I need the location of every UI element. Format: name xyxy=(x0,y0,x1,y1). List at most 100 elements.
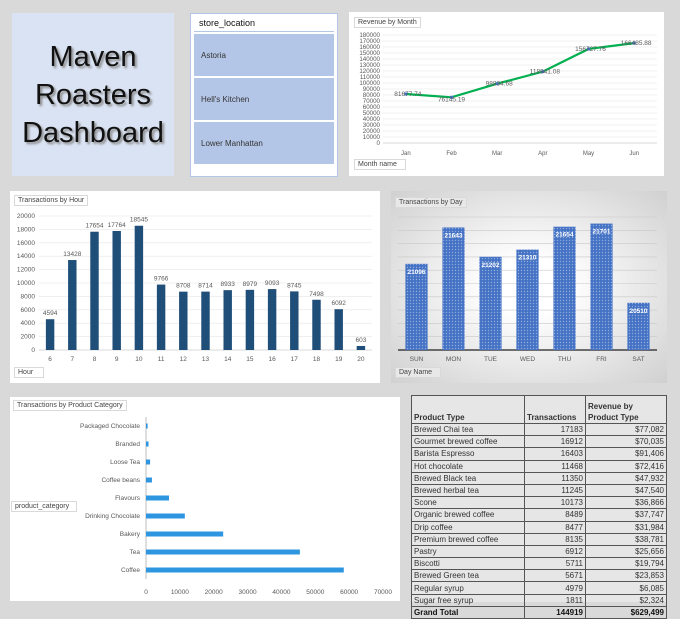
x-tick-label: 40000 xyxy=(272,589,290,596)
x-tick-label: Mar xyxy=(492,151,502,157)
y-tick-label: 50000 xyxy=(363,110,381,117)
x-tick-label: 7 xyxy=(70,356,74,363)
y-tick-label: 40000 xyxy=(363,116,381,123)
x-tick-label: 10000 xyxy=(171,589,189,596)
data-label: 8933 xyxy=(220,281,235,288)
product-category-field-button[interactable]: product_category xyxy=(11,501,77,512)
data-label: 21202 xyxy=(481,262,499,269)
transactions-by-category-chart: Transactions by Product Category 0 10000 2… xyxy=(10,397,400,601)
x-tick-label: 0 xyxy=(144,589,148,596)
data-label: 6092 xyxy=(331,300,346,307)
x-tick-label: SAT xyxy=(632,356,644,363)
table-row: Drip coffee 8477 $31,984 xyxy=(411,520,667,534)
dashboard-title: Maven Roasters Dashboard xyxy=(22,40,164,149)
x-tick-label: 20000 xyxy=(205,589,223,596)
cell-revenue: $38,781 xyxy=(585,532,667,546)
table-row: Sugar free syrup 1811 $2,324 xyxy=(411,593,667,607)
y-tick-label: Bakery xyxy=(120,531,141,538)
y-tick-label: Loose Tea xyxy=(110,459,140,466)
table-row: Premium brewed coffee 8135 $38,781 xyxy=(411,532,667,546)
y-tick-label: 160000 xyxy=(359,44,380,51)
chart-title: Transactions by Day xyxy=(395,197,467,208)
bar-Branded xyxy=(146,441,149,447)
data-label: 17764 xyxy=(108,222,126,229)
cell-transactions: 16403 xyxy=(524,447,586,461)
cell-product-type: Grand Total xyxy=(411,605,525,619)
data-label: 166485.88 xyxy=(621,40,652,47)
y-tick-label: 10000 xyxy=(17,280,35,287)
cell-transactions: 10173 xyxy=(524,496,586,510)
cell-transactions: 11468 xyxy=(524,459,586,473)
x-tick-label: 8 xyxy=(93,356,97,363)
data-label: 20510 xyxy=(629,308,647,315)
bar-9 xyxy=(112,230,121,350)
x-tick-label: May xyxy=(583,151,594,157)
bar-11 xyxy=(156,284,166,350)
table-row: Scone 10173 $36,866 xyxy=(411,496,667,510)
cell-transactions: 17183 xyxy=(524,422,586,437)
y-tick-label: 18000 xyxy=(17,226,35,233)
data-point xyxy=(632,41,636,45)
cell-transactions: 5671 xyxy=(524,569,586,583)
cell-transactions: 16912 xyxy=(524,435,586,449)
x-tick-label: Jun xyxy=(629,151,639,157)
y-tick-label: Packaged Chocolate xyxy=(80,423,140,430)
data-label: 9766 xyxy=(154,276,169,283)
y-tick-label: 20000 xyxy=(363,128,381,135)
day-name-field-button[interactable]: Day Name xyxy=(395,367,441,378)
x-tick-label: 18 xyxy=(313,356,321,363)
x-tick-label: 16 xyxy=(268,356,276,363)
bar-18 xyxy=(312,299,321,350)
y-tick-label: Branded xyxy=(115,441,140,448)
data-label: 9093 xyxy=(265,280,280,287)
y-tick-label: 20000 xyxy=(17,213,35,220)
bar-Bakery xyxy=(146,531,224,537)
hour-field-button[interactable]: Hour xyxy=(14,367,44,378)
slicer-item-astoria[interactable]: Astoria xyxy=(194,34,334,76)
slicer-item-hells-kitchen[interactable]: Hell's Kitchen xyxy=(194,78,334,120)
month-name-field-button[interactable]: Month name xyxy=(354,159,406,170)
cell-revenue: $6,085 xyxy=(585,581,667,595)
bar-TUE xyxy=(479,256,502,350)
table-row: Brewed Black tea 11350 $47,932 xyxy=(411,471,667,485)
cell-transactions: 4979 xyxy=(524,581,586,595)
data-point xyxy=(495,82,499,86)
x-tick-label: 11 xyxy=(158,356,165,363)
x-tick-label: TUE xyxy=(484,356,498,363)
cell-product-type: Gourmet brewed coffee xyxy=(411,435,525,449)
x-tick-label: 6 xyxy=(48,356,52,363)
cell-revenue: $37,747 xyxy=(585,508,667,522)
x-tick-label: 14 xyxy=(224,356,232,363)
data-label: 7498 xyxy=(309,291,324,298)
x-tick-label: 70000 xyxy=(374,589,392,596)
grand-total-row: Grand Total 144919 $629,499 xyxy=(411,605,667,619)
dashboard-title-box: Maven Roasters Dashboard xyxy=(12,13,174,176)
y-tick-label: 12000 xyxy=(17,267,35,274)
data-label: 21654 xyxy=(555,232,573,239)
cell-product-type: Biscotti xyxy=(411,557,525,571)
slicer-item-lower-manhattan[interactable]: Lower Manhattan xyxy=(194,122,334,164)
chart-title: Revenue by Month xyxy=(354,17,421,28)
y-tick-label: Flavours xyxy=(115,495,141,502)
y-tick-label: 70000 xyxy=(363,98,381,105)
slicer-header: store_location xyxy=(194,14,334,32)
y-tick-label: 16000 xyxy=(17,240,35,247)
bar-SAT xyxy=(627,302,650,350)
bar-20 xyxy=(356,345,366,350)
table-row: Pastry 6912 $25,656 xyxy=(411,544,667,559)
bar-Loose Tea xyxy=(146,459,151,465)
data-label: 8708 xyxy=(176,283,191,290)
y-tick-label: 110000 xyxy=(360,74,381,81)
bar-WED xyxy=(516,249,539,350)
cell-revenue: $47,540 xyxy=(585,483,667,498)
cell-revenue: $72,416 xyxy=(585,459,667,473)
cell-transactions: 144919 xyxy=(524,605,586,619)
data-label: 4594 xyxy=(43,310,58,317)
cell-product-type: Drip coffee xyxy=(411,520,525,534)
x-tick-label: FRI xyxy=(596,356,607,363)
bar-10 xyxy=(134,225,144,350)
data-label: 21701 xyxy=(592,229,610,236)
cell-product-type: Barista Espresso xyxy=(411,447,525,461)
y-tick-label: 30000 xyxy=(363,122,381,129)
cell-revenue: $70,035 xyxy=(585,435,667,449)
